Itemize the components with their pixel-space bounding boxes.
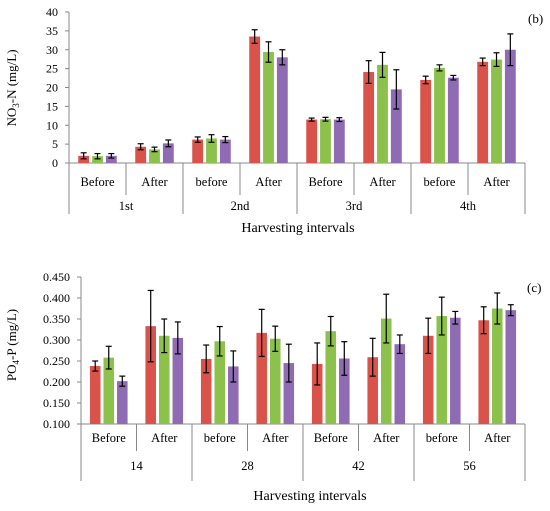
bar [192,139,204,163]
bar [263,52,274,163]
bar [420,79,432,163]
bar [504,49,516,163]
bar [105,155,117,163]
group-label: 14 [130,459,143,473]
y-tick-label: 35 [46,24,58,38]
y-tick-label: 0.400 [43,291,70,305]
y-tick-label: 0 [52,156,58,170]
bar [380,318,392,424]
bar [89,366,101,424]
bar [325,331,337,424]
group-label: 28 [241,459,254,473]
category-label: Before [308,175,342,189]
group-label: 1st [119,199,134,213]
bar [219,139,231,163]
chart-nitrate: (b) NO3-N (mg/L) Harvesting intervals 0 5… [4,5,543,236]
bar [339,358,350,424]
bar [256,332,267,424]
bar [367,357,378,424]
category-label: After [151,431,178,445]
category-label: After [369,175,396,189]
bar [306,119,318,163]
y-tick-label: 5 [52,137,58,151]
bar [228,366,239,424]
bar [117,381,128,424]
category-label: After [141,175,168,189]
bar [333,119,345,163]
y-tick-label: 0.300 [43,333,70,347]
bar [149,149,160,163]
bar [92,156,103,163]
category-label: Before [80,175,114,189]
bar [200,358,212,424]
x-axis-label-b: Harvesting intervals [241,221,354,236]
bar [390,89,402,163]
group-label: 4th [460,199,477,213]
bar [214,341,226,424]
bar [422,335,434,424]
bar [478,320,489,424]
bar [276,57,288,163]
y-tick-label: 20 [46,81,58,95]
bar [206,138,217,163]
category-label: After [483,175,510,189]
y-tick-label: 15 [46,99,58,113]
bar [158,335,170,424]
bar [269,338,281,424]
group-label: 42 [352,459,365,473]
group-label: 56 [463,459,476,473]
y-tick-label: 40 [46,5,58,19]
category-label: before [196,175,228,189]
bar [434,67,445,163]
bar [363,72,375,163]
category-label: After [262,431,289,445]
bar [450,317,461,424]
category-label: Before [314,431,348,445]
category-label: After [255,175,282,189]
group-label: 3rd [346,199,363,213]
bar [394,344,406,424]
category-label: before [426,431,458,445]
bar [145,326,156,424]
category-label: Before [92,431,126,445]
bar [311,363,323,424]
bar [436,316,448,424]
bar [249,36,261,163]
category-label: After [373,431,400,445]
y-tick-label: 0.350 [43,312,70,326]
bar [135,146,147,163]
group-label: 2nd [231,199,251,213]
panel-label-b: (b) [528,11,543,26]
bar [505,310,517,424]
category-label: before [204,431,236,445]
y-tick-label: 30 [46,43,58,57]
bar [283,363,295,424]
y-tick-label: 0.150 [43,396,70,410]
bar [491,59,502,163]
y-axis-label-c: PO4-P (mg/L) [4,309,21,381]
y-tick-label: 0.250 [43,354,70,368]
panel-label-c: (c) [527,280,541,295]
y-tick-label: 10 [46,118,58,132]
bar [447,77,459,163]
bar [172,337,184,424]
bar [477,61,489,163]
chart-phosphate: (c) PO4-P (mg/L) Harvesting intervals 0.… [4,270,541,504]
y-axis-label-b: NO3-N (mg/L) [4,49,21,126]
y-tick-label: 0.100 [43,417,70,431]
category-label: After [484,431,511,445]
bar [491,308,503,424]
bar [377,64,388,163]
category-label: before [424,175,456,189]
bar [103,357,115,424]
y-tick-label: 25 [46,62,58,76]
y-tick-label: 0.200 [43,375,70,389]
bar [320,119,331,163]
bar [162,143,174,163]
x-axis-label-c: Harvesting intervals [253,489,366,504]
y-tick-label: 0.450 [43,270,70,284]
